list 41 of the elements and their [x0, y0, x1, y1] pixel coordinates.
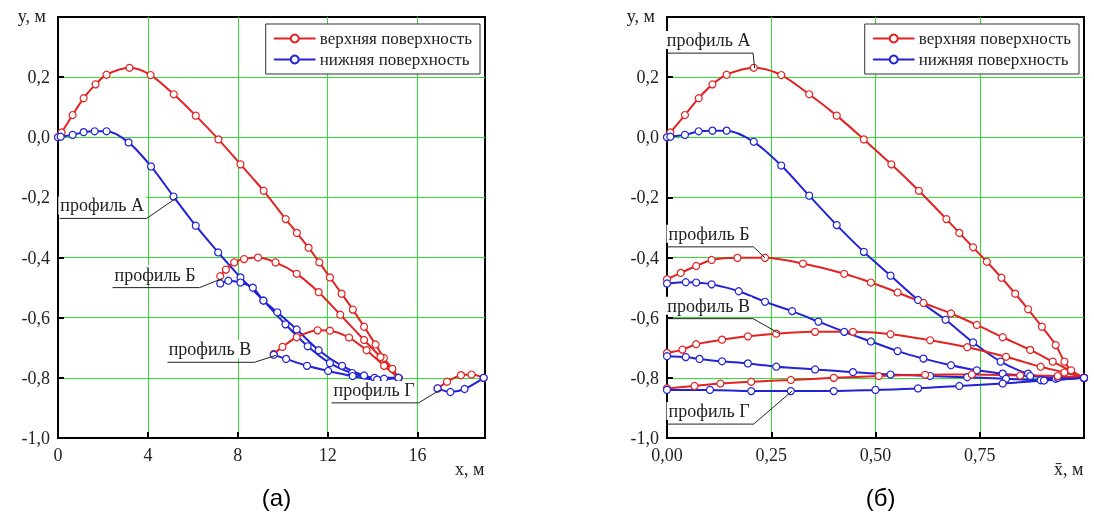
text: (а): [261, 483, 292, 511]
x-tick-label: 16: [408, 445, 427, 465]
y-tick-label: 0,0: [636, 127, 659, 148]
x-tick-label: 4: [143, 445, 153, 465]
y-tick-label: -1,0: [630, 428, 659, 448]
x-tick-label: 0: [53, 445, 63, 465]
y-tick-label: -0,6: [21, 307, 50, 328]
x-tick-label: 0,75: [964, 445, 996, 465]
y-tick-label: -0,4: [630, 247, 659, 268]
x-axis-title: x, м: [455, 459, 485, 479]
legend-label: нижняя поверхность: [319, 50, 470, 69]
y-tick-label: -0,4: [21, 247, 50, 268]
legend-label: верхняя поверхность: [918, 29, 1072, 48]
annotation: профиль Г: [668, 401, 750, 422]
legend-label: нижняя поверхность: [918, 50, 1069, 69]
annotation: профиль Г: [333, 379, 415, 400]
annotation: профиль А: [60, 195, 144, 216]
x-axis-title: x̄, м: [1054, 459, 1084, 479]
y-tick-label: -0,8: [21, 367, 50, 388]
y-axis-title: y, м: [626, 6, 655, 26]
y-tick-label: -0,2: [21, 187, 50, 208]
y-axis-title: y, м: [17, 6, 46, 26]
annotation: профиль Б: [668, 223, 750, 244]
y-tick-label: 0,2: [636, 67, 659, 88]
x-tick-label: 0,00: [651, 445, 683, 465]
x-tick-label: 8: [233, 445, 243, 465]
annotation: профиль В: [667, 295, 750, 316]
y-tick-label: -1,0: [21, 428, 50, 448]
x-tick-label: 0,25: [755, 445, 787, 465]
x-tick-label: 12: [318, 445, 337, 465]
y-tick-label: -0,8: [630, 367, 659, 388]
annotation: профиль А: [666, 30, 751, 51]
annotation: профиль В: [168, 339, 252, 360]
y-tick-label: -0,2: [630, 187, 659, 208]
x-tick-label: 0,50: [859, 445, 892, 465]
y-tick-label: 0,0: [27, 127, 50, 148]
y-tick-label: 0,2: [27, 67, 50, 88]
y-tick-label: -0,6: [630, 307, 659, 328]
annotation: профиль Б: [114, 264, 196, 285]
text: (б): [865, 483, 896, 511]
legend-label: верхняя поверхность: [319, 29, 473, 48]
